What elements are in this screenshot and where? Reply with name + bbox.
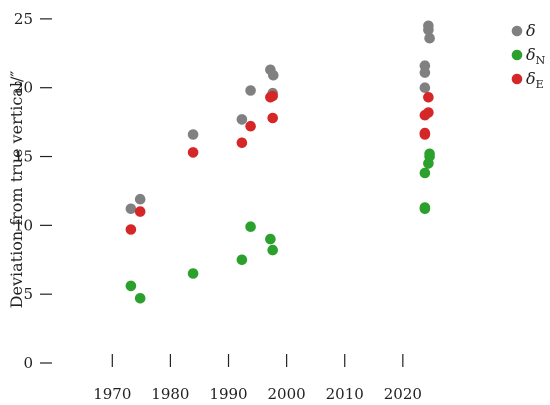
y-axis: 0 5 10 15 20 25 <box>14 10 52 372</box>
y-tick-label: 20 <box>14 79 33 97</box>
data-point <box>419 82 431 93</box>
x-tick-label: 2020 <box>384 385 422 403</box>
series-1 <box>125 20 435 215</box>
series-2 <box>125 148 435 304</box>
data-point <box>187 129 199 140</box>
data-point <box>419 167 431 179</box>
data-point <box>134 193 146 205</box>
x-tick-label: 1980 <box>151 385 189 403</box>
data-point <box>236 254 248 266</box>
data-point <box>134 293 146 304</box>
data-point <box>125 203 137 215</box>
legend-label: δN <box>526 45 546 67</box>
data-point <box>187 147 199 158</box>
x-tick-label: 2010 <box>326 385 364 403</box>
data-point <box>236 114 248 125</box>
data-point <box>419 67 431 78</box>
x-axis: 1970 1980 1990 2000 2010 2020 <box>93 354 422 403</box>
data-point <box>267 244 279 256</box>
data-point <box>187 268 199 279</box>
y-tick-label: 5 <box>23 285 33 303</box>
y-tick-label: 10 <box>14 216 33 234</box>
data-point <box>268 70 279 81</box>
legend-marker <box>511 49 523 61</box>
data-point <box>419 129 431 140</box>
data-point <box>424 151 435 162</box>
data-point <box>423 92 434 103</box>
data-point <box>245 85 256 96</box>
x-tick-label: 2000 <box>268 385 306 403</box>
y-tick-label: 0 <box>23 354 33 372</box>
x-tick-label: 1990 <box>209 385 247 403</box>
y-tick-label: 25 <box>14 10 33 28</box>
y-axis-title: Deviation from true vertical/″ <box>7 71 26 309</box>
data-points <box>125 20 435 304</box>
data-point <box>419 203 431 215</box>
legend-label: δ <box>526 21 536 40</box>
data-point <box>424 32 435 44</box>
data-point <box>134 206 146 217</box>
data-point <box>245 221 256 232</box>
data-point <box>423 107 434 118</box>
data-point <box>125 224 137 235</box>
data-point <box>125 280 137 292</box>
y-tick-label: 15 <box>14 148 33 166</box>
legend-marker <box>511 25 523 37</box>
data-point <box>267 90 279 102</box>
data-point <box>265 233 276 245</box>
legend-marker <box>511 73 523 85</box>
data-point <box>267 112 279 124</box>
x-tick-label: 1970 <box>93 385 131 403</box>
data-point <box>423 24 434 36</box>
series-3 <box>125 90 434 235</box>
legend-label: δE <box>526 69 544 91</box>
data-point <box>245 120 256 132</box>
data-point <box>236 137 248 149</box>
